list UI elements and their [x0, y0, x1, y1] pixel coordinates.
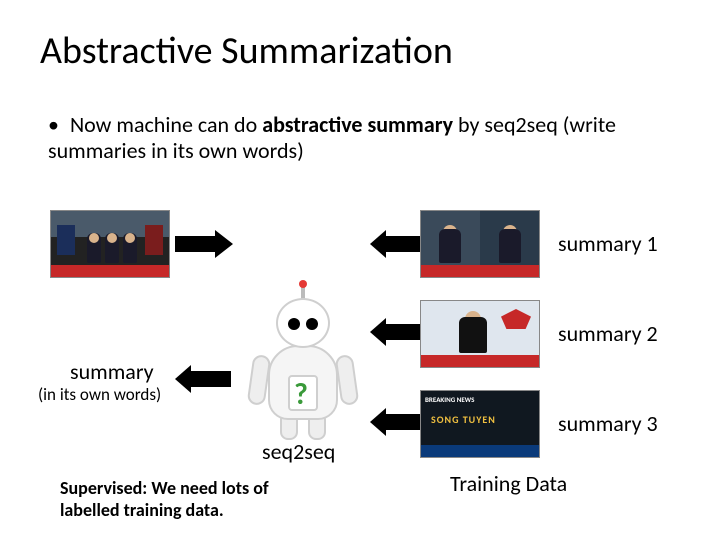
footnote-line2: labelled training data.: [60, 500, 269, 522]
label-summary-3: summary 3: [558, 410, 658, 437]
bullet-prefix: Now machine can do: [70, 111, 262, 138]
footnote-line1: Supervised: We need lots of: [60, 478, 269, 500]
bullet-bold: abstractive summary: [262, 111, 453, 138]
label-training-data: Training Data: [450, 470, 567, 497]
slide-title: Abstractive Summarization: [40, 28, 453, 74]
robot-icon: ?: [238, 290, 368, 435]
arrow-left-to-robot: [175, 230, 235, 258]
arrow-news1-to-robot: [370, 230, 420, 258]
question-mark-icon: ?: [294, 376, 308, 413]
arrow-robot-to-summary: [175, 365, 231, 393]
news-thumb-left: [50, 210, 170, 278]
label-summary-sub: (in its own words): [38, 384, 161, 405]
arrow-news2-to-robot: [370, 318, 420, 346]
bullet-dot: •: [48, 112, 59, 138]
bullet-text: Now machine can do abstractive summary b…: [48, 111, 616, 164]
news-thumb-1: [420, 210, 540, 278]
label-summary-out: summary: [70, 358, 154, 385]
news-thumb-3: BREAKING NEWS SONG TUYEN: [420, 390, 540, 458]
label-seq2seq: seq2seq: [262, 438, 335, 465]
label-summary-1: summary 1: [558, 230, 658, 257]
footnote: Supervised: We need lots of labelled tra…: [60, 478, 269, 521]
news-thumb-2: [420, 300, 540, 368]
label-summary-2: summary 2: [558, 320, 658, 347]
bullet-1: • Now machine can do abstractive summary…: [48, 112, 668, 165]
arrow-news3-to-robot: [370, 408, 420, 436]
